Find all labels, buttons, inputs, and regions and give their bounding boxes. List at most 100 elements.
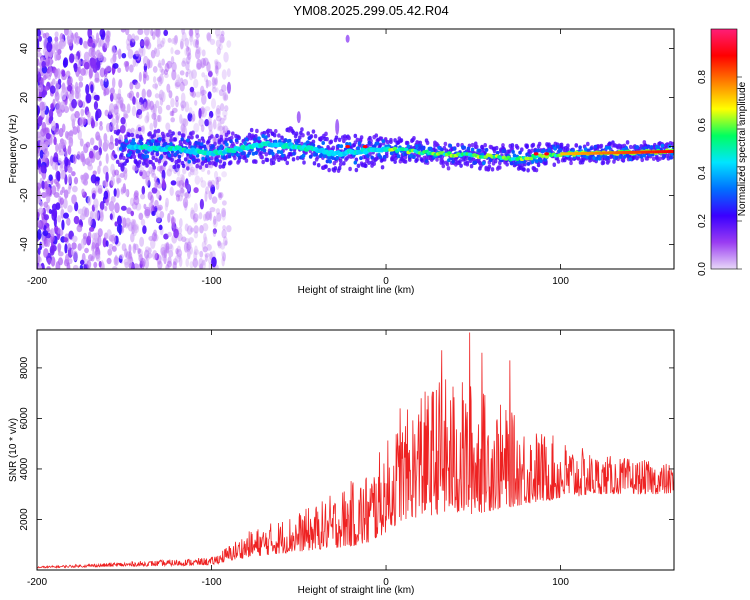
- snr-y-label: SNR (10 * v/v): [8, 418, 19, 482]
- spectrogram-band-peak: [668, 150, 670, 154]
- spectrogram-noise-blob: [185, 71, 189, 78]
- spectrogram-noise-blob: [59, 161, 64, 169]
- spectrogram-noise-blob: [86, 160, 93, 167]
- spectrogram-band-outer: [277, 133, 281, 138]
- spectrogram-band-core: [468, 156, 472, 161]
- spectrogram-noise-blob: [90, 119, 95, 129]
- spectrogram-noise-blob: [204, 74, 208, 83]
- spectrogram-noise-blob: [184, 192, 190, 198]
- spectrogram-noise-blob: [195, 46, 201, 55]
- spectrogram-band-core: [462, 145, 467, 150]
- spectrogram-noise-blob: [43, 201, 49, 208]
- spectrogram-band-outer: [130, 132, 135, 138]
- spectrogram-noise-blob: [165, 104, 171, 111]
- spectrogram-noise-blob: [73, 176, 79, 185]
- spectrogram-band-core: [535, 159, 539, 164]
- spectrogram-noise-blob: [180, 123, 186, 134]
- spectrogram-band-outer: [355, 137, 360, 143]
- spectrogram-band-outer: [218, 164, 223, 169]
- spectrogram-noise-blob: [37, 228, 42, 240]
- spectrogram-noise-blob: [106, 229, 112, 240]
- spectrogram-noise-blob: [224, 94, 229, 101]
- spectrogram-band-core: [123, 143, 127, 148]
- spectrogram-noise-blob: [218, 192, 223, 201]
- spectrogram-band-outer: [374, 133, 379, 138]
- spectrogram-band-outer: [117, 139, 122, 144]
- spectrogram-band-core: [593, 144, 598, 149]
- spectrogram-noise-blob: [109, 87, 115, 95]
- spectrogram-noise-blob: [189, 29, 194, 39]
- spectrogram-band-peak: [651, 150, 653, 154]
- spectrogram-noise-blob: [195, 37, 199, 45]
- spectrogram-noise-blob: [160, 165, 166, 172]
- spectrogram-noise-blob: [216, 104, 221, 115]
- spectrogram-noise-blob: [104, 109, 109, 117]
- spectrogram-noise-blob: [120, 116, 126, 125]
- spectrogram-band-core: [156, 142, 161, 147]
- spectrogram-noise-blob: [63, 189, 69, 199]
- spectrogram-noise-blob: [205, 79, 209, 89]
- spectrogram-noise-blob: [59, 197, 64, 205]
- spectrogram-noise-blob: [189, 86, 195, 93]
- spectrogram-noise-blob: [215, 115, 222, 122]
- spectrogram-noise-blob: [176, 180, 182, 187]
- spectrogram-noise-blob: [216, 122, 223, 132]
- spectrogram-band-outer: [483, 143, 487, 148]
- spectrogram-band-core: [307, 136, 312, 141]
- spectrogram-noise-blob: [194, 245, 198, 255]
- spectrogram-noise-blob: [164, 202, 169, 212]
- spectrogram-noise-blob: [37, 105, 41, 116]
- spectrogram-band-core: [177, 154, 182, 159]
- spectrogram-band-outer: [625, 140, 630, 145]
- spectrogram-noise-blob: [72, 250, 78, 262]
- spectrogram-noise-blob: [56, 171, 61, 182]
- spectrogram-noise-blob: [193, 202, 198, 213]
- spectrogram-noise-blob: [182, 118, 189, 127]
- spectrogram-noise-blob: [174, 34, 178, 44]
- spectrogram-noise-blob: [104, 205, 108, 212]
- spectrogram-dominant-dot: [533, 152, 539, 156]
- spectrogram-band-outer: [114, 138, 119, 143]
- spectrogram-noise-blob: [218, 119, 222, 130]
- spectrogram-band-core: [169, 142, 173, 147]
- spectrogram-band-outer: [316, 162, 321, 168]
- spectrogram-band-peak: [616, 151, 619, 155]
- spectrogram-band-outer: [510, 146, 515, 151]
- spectrogram-noise-blob: [57, 49, 62, 55]
- spectrogram-noise-blob: [91, 192, 96, 200]
- spectrogram-noise-blob: [61, 141, 66, 149]
- spectrogram-dominant-dot: [362, 144, 368, 149]
- spectrogram-band-core: [259, 147, 264, 152]
- spectrogram-band-core: [586, 148, 591, 153]
- spectrogram-band-core: [437, 145, 441, 150]
- spectrogram-band-peak: [669, 150, 672, 154]
- spectrogram-band-core: [419, 145, 423, 150]
- spectrogram-band-core: [582, 154, 587, 159]
- spectrogram-band-outer: [137, 127, 142, 132]
- spectrogram-noise-blob: [105, 123, 112, 133]
- spectrogram-band-outer: [651, 156, 656, 161]
- spectrogram-band-core: [339, 144, 344, 149]
- spectrogram-noise-blob: [157, 204, 163, 211]
- colorbar-tick-label: 0.2: [697, 214, 708, 228]
- spectrogram-noise-blob: [57, 183, 61, 190]
- spectrogram-band-peak: [615, 151, 617, 155]
- spectrogram-noise-blob: [62, 59, 68, 68]
- spectrogram-noise-blob: [192, 113, 196, 122]
- spectrogram-band-core: [495, 150, 500, 155]
- spectrogram-band-outer: [354, 167, 359, 173]
- colorbar-tick-label: 0.8: [697, 70, 708, 84]
- spectrogram-band-outer: [215, 133, 219, 139]
- spectrogram-band-peak: [621, 151, 624, 155]
- spectrogram-noise-blob: [223, 51, 229, 63]
- spectrogram-band-outer: [249, 127, 254, 133]
- spectrogram-noise-blob: [180, 38, 185, 50]
- spectrogram-band-outer: [132, 154, 137, 160]
- spectrogram-noise-blob: [78, 81, 84, 88]
- spectrogram-band-outer: [190, 135, 194, 140]
- spectrogram-band-core: [466, 146, 471, 151]
- spectrogram-noise-blob: [93, 94, 100, 101]
- spectrogram-noise-blob: [48, 116, 53, 124]
- spectrogram-noise-blob: [63, 29, 69, 36]
